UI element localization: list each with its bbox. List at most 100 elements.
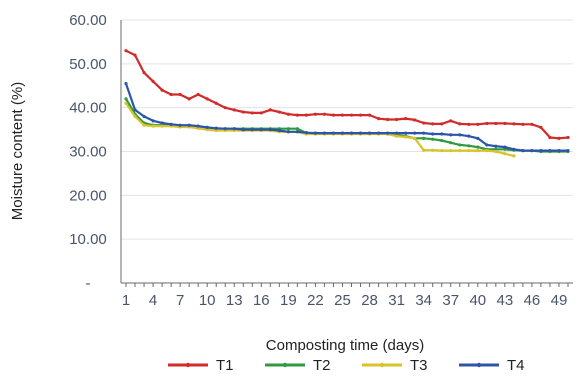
y-axis-title: Moisture content (%) bbox=[9, 82, 26, 220]
data-point bbox=[178, 92, 182, 97]
data-point bbox=[286, 112, 290, 116]
data-point bbox=[313, 112, 318, 116]
data-point bbox=[286, 127, 290, 131]
data-point bbox=[530, 122, 534, 126]
legend-marker bbox=[185, 362, 191, 368]
data-point bbox=[133, 114, 137, 119]
x-tick-label: 4 bbox=[149, 292, 157, 309]
series-T3 bbox=[124, 101, 516, 158]
data-point bbox=[440, 122, 444, 126]
data-point bbox=[539, 125, 543, 129]
legend-marker bbox=[476, 362, 482, 368]
data-point bbox=[431, 132, 435, 136]
data-point bbox=[548, 149, 552, 153]
data-point bbox=[250, 111, 254, 115]
x-tick-label: 22 bbox=[307, 292, 324, 309]
data-point bbox=[142, 114, 146, 119]
data-point bbox=[376, 131, 381, 135]
data-point bbox=[142, 123, 146, 127]
legend-label: T3 bbox=[410, 357, 428, 374]
series-line bbox=[125, 102, 515, 157]
data-point bbox=[485, 143, 489, 147]
x-tick-label: 49 bbox=[551, 292, 568, 309]
legend-marker bbox=[282, 362, 288, 368]
grid-lines bbox=[121, 19, 573, 240]
x-tick-label: 7 bbox=[176, 292, 184, 309]
legend-label: T1 bbox=[216, 357, 234, 374]
data-point bbox=[440, 138, 444, 143]
x-tick-label: 13 bbox=[226, 292, 243, 309]
data-point bbox=[133, 108, 137, 112]
data-point bbox=[124, 97, 128, 101]
data-point bbox=[331, 131, 336, 135]
data-point bbox=[151, 119, 155, 123]
data-point bbox=[413, 131, 417, 135]
data-point bbox=[503, 145, 507, 149]
data-point bbox=[458, 149, 462, 153]
data-point bbox=[449, 149, 453, 153]
data-point bbox=[205, 127, 209, 132]
data-point bbox=[151, 79, 155, 83]
data-point bbox=[340, 113, 345, 117]
data-point bbox=[557, 136, 561, 140]
data-point bbox=[196, 126, 200, 130]
data-point bbox=[196, 124, 200, 128]
data-point bbox=[449, 119, 453, 123]
data-point bbox=[124, 81, 128, 86]
data-point bbox=[512, 147, 516, 151]
data-point bbox=[178, 123, 182, 127]
data-point bbox=[431, 122, 435, 126]
data-point bbox=[160, 121, 164, 125]
data-point bbox=[395, 131, 399, 135]
data-point bbox=[205, 125, 209, 129]
data-point bbox=[467, 134, 471, 138]
legend-marker bbox=[379, 362, 385, 368]
data-point bbox=[223, 127, 227, 131]
legend-item-T3: T3 bbox=[362, 357, 428, 374]
data-point bbox=[268, 108, 272, 112]
data-point bbox=[404, 117, 408, 121]
data-point bbox=[367, 131, 372, 135]
data-point bbox=[322, 131, 327, 135]
data-point bbox=[431, 148, 435, 152]
x-tick-label: 1 bbox=[122, 292, 130, 309]
data-point bbox=[557, 149, 561, 153]
legend-item-T4: T4 bbox=[459, 357, 525, 374]
data-point bbox=[277, 110, 281, 114]
data-point bbox=[521, 122, 525, 126]
data-point bbox=[349, 131, 354, 135]
x-tick-label: 28 bbox=[361, 292, 378, 309]
data-point bbox=[467, 144, 471, 148]
y-tick-label: - bbox=[86, 275, 91, 292]
data-point bbox=[286, 130, 290, 134]
series-lines bbox=[124, 49, 570, 158]
data-point bbox=[476, 136, 480, 140]
data-point bbox=[214, 128, 218, 133]
series-T1 bbox=[124, 49, 570, 140]
data-point bbox=[187, 123, 191, 127]
legend-label: T4 bbox=[507, 357, 525, 374]
data-point bbox=[548, 135, 552, 140]
data-point bbox=[467, 149, 471, 153]
data-point bbox=[449, 141, 453, 145]
data-point bbox=[214, 126, 218, 130]
data-point bbox=[241, 127, 245, 132]
data-point bbox=[376, 117, 381, 121]
x-tick-label: 19 bbox=[280, 292, 297, 309]
data-point bbox=[521, 149, 525, 153]
data-point bbox=[458, 143, 462, 147]
y-tick-label: 10.00 bbox=[69, 231, 107, 248]
data-point bbox=[440, 149, 444, 153]
x-tick-label: 34 bbox=[415, 292, 432, 309]
data-point bbox=[449, 133, 453, 137]
data-point bbox=[476, 149, 480, 153]
data-point bbox=[539, 149, 543, 153]
data-point bbox=[467, 122, 471, 126]
data-point bbox=[512, 122, 516, 126]
data-point bbox=[458, 133, 462, 137]
data-point bbox=[331, 113, 336, 117]
x-tick-label: 40 bbox=[469, 292, 486, 309]
data-point bbox=[304, 113, 309, 117]
data-point bbox=[232, 127, 236, 131]
